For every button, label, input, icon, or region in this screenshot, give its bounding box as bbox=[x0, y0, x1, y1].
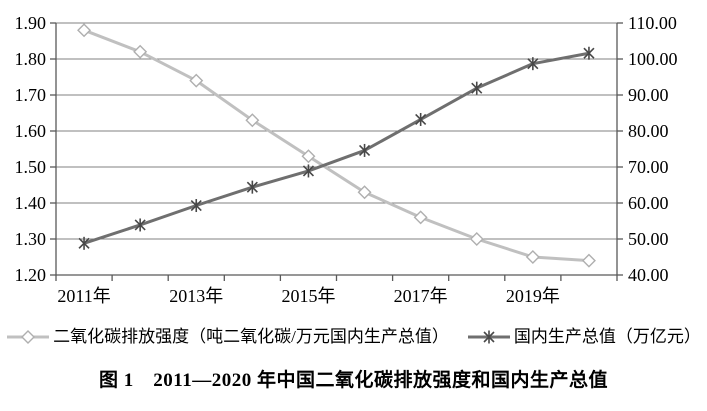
svg-text:1.50: 1.50 bbox=[15, 157, 47, 177]
figure-caption: 图 1 2011—2020 年中国二氧化碳排放强度和国内生产总值 bbox=[99, 370, 608, 391]
svg-text:1.40: 1.40 bbox=[15, 193, 47, 213]
svg-text:2011年: 2011年 bbox=[57, 286, 110, 306]
legend: 二氧化碳排放强度（吨二氧化碳/万元国内生产总值） 国内生产总值（万亿元） bbox=[0, 326, 707, 348]
legend-label-co2-intensity: 二氧化碳排放强度（吨二氧化碳/万元国内生产总值） bbox=[53, 327, 449, 346]
svg-text:100.00: 100.00 bbox=[628, 49, 678, 69]
svg-text:60.00: 60.00 bbox=[628, 193, 669, 213]
svg-text:70.00: 70.00 bbox=[628, 157, 669, 177]
svg-text:1.20: 1.20 bbox=[15, 265, 47, 285]
svg-text:2015年: 2015年 bbox=[281, 286, 335, 306]
svg-text:2013年: 2013年 bbox=[169, 286, 223, 306]
svg-text:50.00: 50.00 bbox=[628, 229, 669, 249]
x-axis: 2011年 2013年 2015年 2017年 2019年 bbox=[55, 275, 618, 306]
legend-label-gdp: 国内生产总值（万亿元） bbox=[513, 327, 701, 346]
legend-item-gdp: 国内生产总值（万亿元） bbox=[467, 326, 701, 348]
diamond-marker-icon bbox=[6, 329, 50, 345]
svg-text:1.70: 1.70 bbox=[15, 85, 47, 105]
legend-item-co2-intensity: 二氧化碳排放强度（吨二氧化碳/万元国内生产总值） bbox=[6, 326, 449, 348]
svg-text:1.30: 1.30 bbox=[15, 229, 47, 249]
star-marker-icon bbox=[467, 329, 511, 345]
svg-text:80.00: 80.00 bbox=[628, 121, 669, 141]
svg-text:1.90: 1.90 bbox=[15, 13, 47, 33]
gridlines bbox=[56, 22, 617, 276]
series-co2-intensity bbox=[77, 23, 596, 268]
svg-text:2017年: 2017年 bbox=[394, 286, 448, 306]
series-gdp bbox=[78, 46, 595, 250]
svg-text:1.60: 1.60 bbox=[15, 121, 47, 141]
chart-canvas: 1.20 1.30 1.40 1.50 1.60 1.70 1.80 1.90 40.00 50.… bbox=[15, 13, 678, 306]
chart-area: 1.20 1.30 1.40 1.50 1.60 1.70 1.80 1.90 40.00 50.… bbox=[15, 13, 678, 306]
y-axis-left: 1.20 1.30 1.40 1.50 1.60 1.70 1.80 1.90 bbox=[15, 13, 56, 285]
y-axis-right: 40.00 50.00 60.00 70.00 80.00 90.00 100.00 110.… bbox=[617, 13, 678, 285]
svg-text:40.00: 40.00 bbox=[628, 265, 669, 285]
svg-text:110.00: 110.00 bbox=[628, 13, 677, 33]
svg-text:90.00: 90.00 bbox=[628, 85, 669, 105]
svg-text:1.80: 1.80 bbox=[15, 49, 47, 69]
svg-text:2019年: 2019年 bbox=[506, 286, 560, 306]
